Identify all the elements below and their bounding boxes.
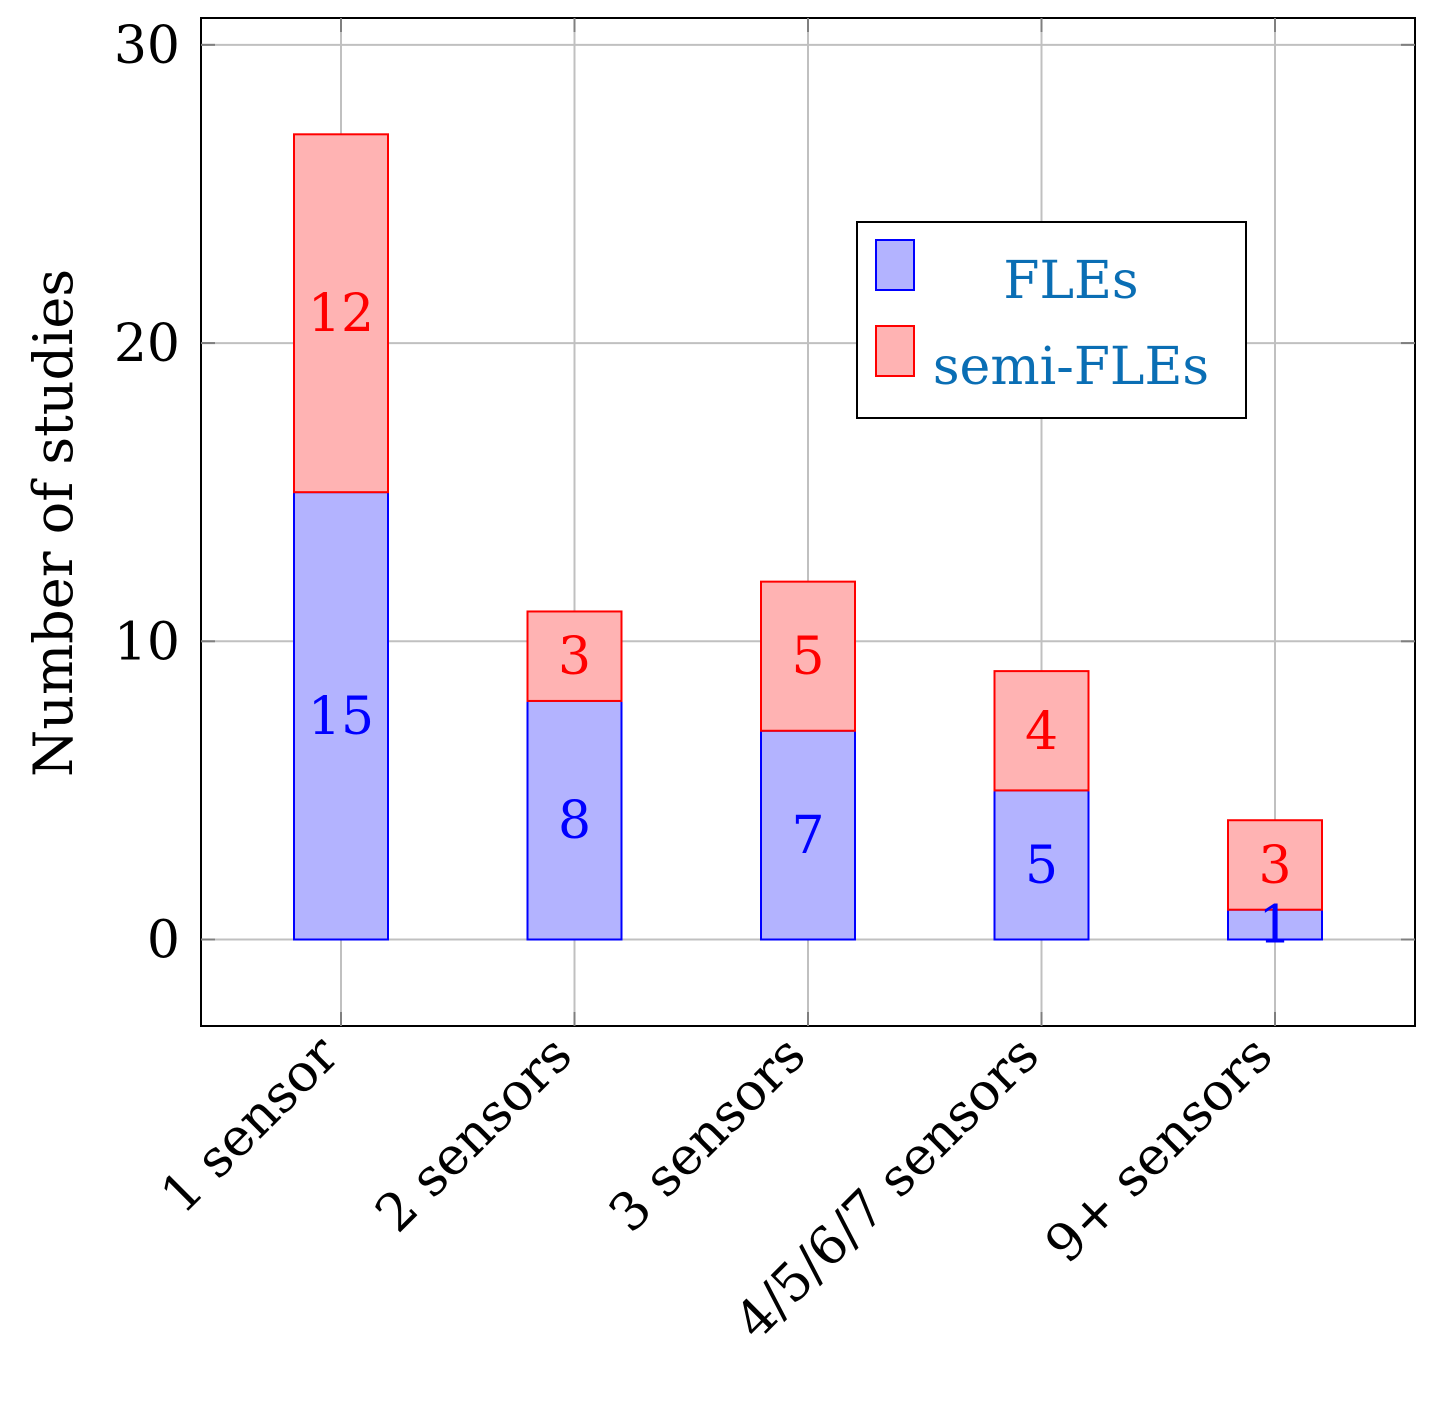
data-label: 1 bbox=[1258, 896, 1291, 956]
axis-ticks bbox=[201, 18, 1415, 1026]
y-tick-label: 30 bbox=[114, 16, 180, 76]
bar-segment bbox=[526, 610, 623, 702]
data-label: 12 bbox=[308, 284, 374, 344]
bar-segment bbox=[1227, 908, 1323, 941]
bar-segment bbox=[993, 670, 1090, 792]
legend-label: FLEs bbox=[1003, 251, 1138, 311]
x-tick-label: 1 sensor bbox=[150, 1025, 351, 1226]
bar-segment bbox=[293, 491, 389, 941]
y-tick-label: 10 bbox=[114, 612, 180, 672]
data-label: 15 bbox=[308, 687, 374, 747]
legend-box bbox=[856, 221, 1247, 419]
bar-segment bbox=[293, 133, 389, 494]
bar-segment bbox=[1227, 819, 1323, 911]
legend-swatch bbox=[875, 239, 915, 291]
bar-segment bbox=[760, 580, 856, 732]
data-label: 5 bbox=[1025, 836, 1058, 896]
x-tick-label: 3 sensors bbox=[598, 1025, 817, 1244]
x-tick-label: 9+ sensors bbox=[1034, 1025, 1284, 1275]
data-label: 3 bbox=[1258, 836, 1291, 896]
bar-segment bbox=[526, 699, 623, 941]
bars bbox=[293, 133, 1323, 941]
legend-label: semi-FLEs bbox=[933, 337, 1209, 397]
data-label: 4 bbox=[1025, 702, 1058, 762]
y-tick-label: 20 bbox=[114, 314, 180, 374]
y-tick-label: 0 bbox=[147, 911, 180, 971]
bar-segment bbox=[760, 729, 856, 941]
y-tick-labels: 0 10 20 30 bbox=[114, 16, 180, 971]
legend-swatch bbox=[875, 325, 915, 377]
data-label: 5 bbox=[791, 627, 824, 687]
data-label: 7 bbox=[791, 806, 824, 866]
data-label: 3 bbox=[558, 627, 591, 687]
data-label: 8 bbox=[558, 791, 591, 851]
legend: FLEs semi-FLEs bbox=[856, 221, 1247, 419]
y-axis-label: Number of studies bbox=[22, 269, 85, 777]
x-tick-label: 2 sensors bbox=[364, 1025, 583, 1244]
legend-items: FLEs semi-FLEs bbox=[875, 239, 1209, 397]
